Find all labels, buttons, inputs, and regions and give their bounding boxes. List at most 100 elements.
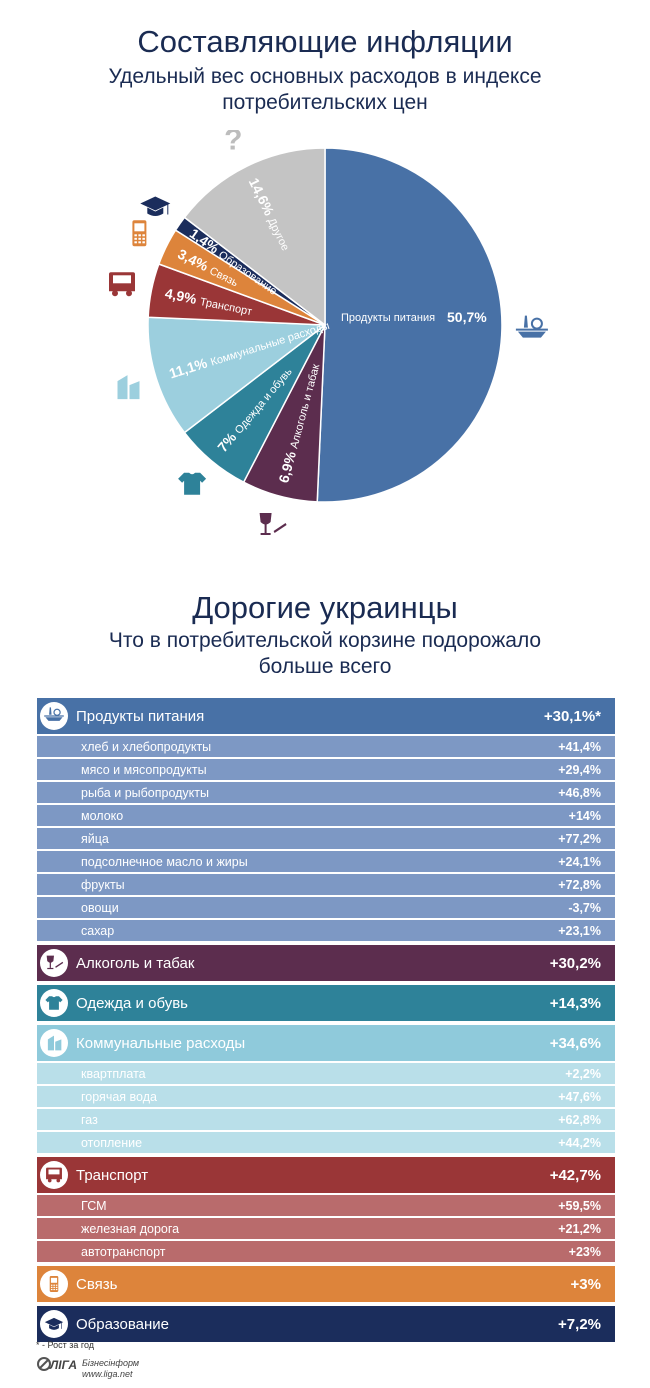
subcategory-value: +23%	[568, 1244, 601, 1259]
building-icon	[40, 1029, 68, 1057]
inflation-pie-chart: Продукты питания 50,7%6,9% Алкоголь и таб…	[109, 130, 548, 535]
subcategory-value: +44,2%	[558, 1135, 601, 1150]
subcategory-value: +2,2%	[565, 1066, 601, 1081]
subcategory-value: +21,2%	[558, 1221, 601, 1236]
subcategory-row: отопление +44,2%	[37, 1132, 615, 1153]
subcategory-value: +62,8%	[558, 1112, 601, 1127]
category-label: Одежда и обувь	[76, 994, 188, 1012]
subcategory-value: +47,6%	[558, 1089, 601, 1104]
svg-text:?: ?	[224, 130, 242, 156]
bus-icon	[109, 272, 135, 297]
category-label: Коммунальные расходы	[76, 1034, 246, 1052]
logo-name: Бізнесінформ	[82, 1358, 140, 1368]
liga-logo-icon	[37, 1357, 51, 1371]
mobile-phone-icon	[40, 1270, 68, 1298]
subcategory-value: +23,1%	[558, 923, 601, 938]
subcategory-value: +77,2%	[558, 831, 601, 846]
graduation-cap-icon	[40, 1310, 68, 1338]
question-mark-icon: ?	[224, 130, 242, 156]
subcategory-row: железная дорога +21,2%	[37, 1218, 615, 1239]
pie-slice	[316, 147, 503, 503]
page-title: Составляющие инфляции	[137, 24, 513, 59]
subcategory-row: хлеб и хлебопродукты +41,4%	[37, 736, 615, 757]
category-value: +3%	[570, 1275, 601, 1293]
subcategory-row: сахар +23,1%	[37, 920, 615, 941]
subcategory-value: +41,4%	[558, 739, 601, 754]
category-value: +7,2%	[558, 1315, 601, 1333]
subcategory-row: яйца +77,2%	[37, 828, 615, 849]
logo-brand: ЛІГА	[50, 1358, 77, 1372]
subcategory-label: молоко	[81, 808, 124, 823]
page-subtitle-line1: Удельный вес основных расходов в индексе	[108, 65, 542, 88]
subcategory-row: молоко +14%	[37, 805, 615, 826]
subcategory-value: +24,1%	[558, 854, 601, 869]
category-row: Одежда и обувь +14,3%	[37, 985, 615, 1021]
subcategory-value: +14%	[568, 808, 601, 823]
tshirt-icon	[40, 989, 68, 1017]
category-label: Транспорт	[76, 1166, 149, 1184]
mobile-phone-icon	[132, 220, 147, 247]
category-label: Связь	[76, 1275, 118, 1293]
pie-slice	[147, 316, 328, 434]
category-row: Образование +7,2%	[37, 1306, 615, 1342]
subcategory-row: рыба и рыбопродукты +46,8%	[37, 782, 615, 803]
subcategory-label: подсолнечное масло и жиры	[81, 854, 248, 869]
subcategory-value: +46,8%	[558, 785, 601, 800]
subcategory-row: овощи -3,7%	[37, 897, 615, 918]
category-value: +30,2%	[549, 954, 601, 972]
bus-icon	[40, 1161, 68, 1189]
subcategory-label: рыба и рыбопродукты	[81, 785, 209, 800]
category-label: Алкоголь и табак	[76, 954, 195, 972]
category-row: Связь +3%	[37, 1266, 615, 1302]
subcategory-label: горячая вода	[81, 1089, 157, 1104]
category-row: Коммунальные расходы +34,6%	[37, 1025, 615, 1061]
subcategory-row: автотранспорт +23%	[37, 1241, 615, 1262]
tshirt-shoe-icon	[178, 472, 207, 495]
subcategory-label: ГСМ	[81, 1198, 107, 1213]
subcategory-label: фрукты	[81, 877, 125, 892]
subcategory-row: фрукты +72,8%	[37, 874, 615, 895]
section-subtitle-line1: Что в потребительской корзине подорожало	[108, 629, 542, 652]
pie-slice	[183, 147, 326, 327]
subcategory-row: квартплата +2,2%	[37, 1063, 615, 1084]
category-value: +14,3%	[549, 994, 601, 1012]
subcategory-label: мясо и мясопродукты	[81, 762, 207, 777]
subcategory-value: -3,7%	[568, 900, 601, 915]
category-value: +34,6%	[549, 1034, 601, 1052]
food-plate-icon	[515, 315, 548, 338]
slice-label: Продукты питания	[341, 312, 435, 324]
section-subtitle-line2: больше всего	[258, 655, 392, 678]
subcategory-label: яйца	[81, 831, 109, 846]
subcategory-label: газ	[81, 1112, 98, 1127]
subcategory-value: +59,5%	[558, 1198, 601, 1213]
category-row: Продукты питания +30,1%*	[37, 698, 615, 734]
wine-cigarette-icon	[259, 513, 287, 535]
footnote: * - Рост за год	[36, 1340, 95, 1350]
subcategory-row: мясо и мясопродукты +29,4%	[37, 759, 615, 780]
subcategory-label: квартплата	[81, 1066, 146, 1081]
category-value: +42,7%	[549, 1166, 601, 1184]
subcategory-label: отопление	[81, 1135, 143, 1150]
category-row: Транспорт +42,7%	[37, 1157, 615, 1193]
page-subtitle-line2: потребительских цен	[222, 91, 428, 114]
subcategory-label: овощи	[81, 900, 119, 915]
subcategory-row: газ +62,8%	[37, 1109, 615, 1130]
subcategory-row: подсолнечное масло и жиры +24,1%	[37, 851, 615, 872]
building-icon	[117, 375, 140, 400]
graduation-cap-icon	[140, 196, 171, 216]
subcategory-label: сахар	[81, 923, 115, 938]
logo-url: www.liga.net	[82, 1369, 133, 1379]
subcategory-value: +29,4%	[558, 762, 601, 777]
section-title: Дорогие украинцы	[192, 590, 458, 625]
category-value: +30,1%*	[543, 707, 601, 725]
category-row: Алкоголь и табак +30,2%	[37, 945, 615, 981]
slice-value-label: 50,7%	[447, 309, 487, 325]
subcategory-label: хлеб и хлебопродукты	[81, 739, 212, 754]
subcategory-label: железная дорога	[81, 1221, 180, 1236]
food-plate-icon	[40, 702, 68, 730]
subcategory-row: горячая вода +47,6%	[37, 1086, 615, 1107]
category-label: Продукты питания	[76, 707, 205, 725]
subcategory-label: автотранспорт	[81, 1244, 166, 1259]
wine-cigarette-icon	[40, 949, 68, 977]
subcategory-value: +72,8%	[558, 877, 601, 892]
